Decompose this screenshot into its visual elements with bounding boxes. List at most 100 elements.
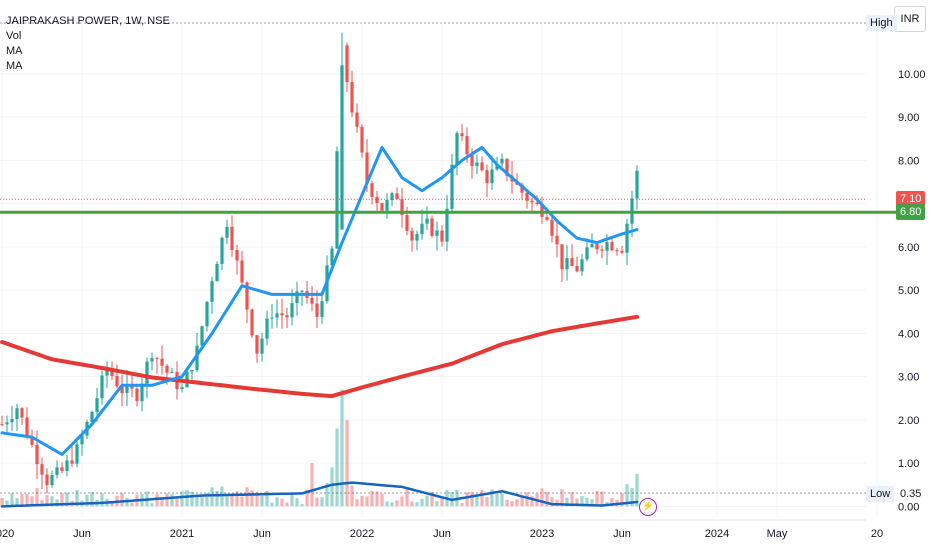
y-tick-label: 6.00 xyxy=(898,242,919,254)
candle-body xyxy=(550,219,554,236)
candle-body xyxy=(370,183,374,197)
candle-body xyxy=(150,358,154,362)
volume-bar xyxy=(620,492,624,507)
volume-bar xyxy=(130,502,134,507)
candle-body xyxy=(400,199,404,216)
lightning-event-icon[interactable]: ⚡ xyxy=(639,498,657,516)
volume-bar xyxy=(160,496,164,507)
candle-body xyxy=(335,151,339,249)
candle-body xyxy=(5,422,9,425)
y-tick-label: 10.00 xyxy=(898,69,926,81)
candle-body xyxy=(295,291,299,304)
candle-body xyxy=(105,368,109,376)
volume-bar xyxy=(315,497,319,507)
y-tick-label: 4.00 xyxy=(898,328,919,340)
volume-bar xyxy=(295,498,299,507)
volume-bar xyxy=(195,495,199,507)
candle-body xyxy=(315,303,319,317)
candle-body xyxy=(460,133,464,137)
candle-body xyxy=(520,184,524,193)
volume-indicator-label[interactable]: Vol xyxy=(6,30,22,42)
volume-bar xyxy=(200,495,204,507)
low-value: 0.35 xyxy=(900,488,922,500)
volume-bar xyxy=(345,419,349,507)
candle-body xyxy=(205,301,209,327)
candle-body xyxy=(120,386,124,394)
volume-bar xyxy=(420,498,424,507)
candle-body xyxy=(260,338,264,354)
x-tick-label: 20 xyxy=(871,528,883,540)
x-tick-label: 2020 xyxy=(0,528,14,540)
candle-body xyxy=(265,318,269,339)
candle-body xyxy=(440,230,444,242)
volume-bar xyxy=(150,503,154,507)
axes: 10.009.008.007.006.005.004.003.002.001.0… xyxy=(0,69,926,540)
candle-body xyxy=(350,82,354,113)
candle-body xyxy=(235,249,239,261)
candle-body xyxy=(55,467,59,475)
candle-body xyxy=(275,313,279,318)
volume-bar xyxy=(385,501,389,507)
volume-bar xyxy=(550,497,554,507)
candle-body xyxy=(110,368,114,376)
candle-body xyxy=(240,260,244,283)
volume-bar xyxy=(45,495,49,507)
horizontal-line-price-badge[interactable]: 6.80 xyxy=(896,204,926,221)
candle-body xyxy=(70,460,74,464)
volume-bar xyxy=(525,492,529,507)
x-tick-label: 2024 xyxy=(705,528,729,540)
volume-bar xyxy=(460,503,464,507)
volume-bar xyxy=(365,496,369,507)
volume-bar xyxy=(275,497,279,507)
candle-body xyxy=(35,444,39,465)
volume-bar xyxy=(40,500,44,507)
candle-body xyxy=(455,133,459,165)
candle-body xyxy=(60,467,64,472)
volume-bar xyxy=(500,493,504,507)
candle-body xyxy=(490,169,494,184)
ma-indicator-label-1[interactable]: MA xyxy=(6,45,23,57)
volume-bar xyxy=(55,499,59,507)
candle-body xyxy=(200,326,204,346)
candle-body xyxy=(545,216,549,220)
candles xyxy=(0,32,639,494)
volume-bar xyxy=(600,491,604,507)
candle-body xyxy=(425,218,429,224)
candle-body xyxy=(615,250,619,252)
candle-body xyxy=(345,45,349,83)
volume-bar xyxy=(280,498,284,507)
volume-bar xyxy=(530,496,534,507)
candle-body xyxy=(595,244,599,250)
x-tick-label: 2021 xyxy=(170,528,194,540)
volume-bar xyxy=(20,493,24,507)
candle-body xyxy=(310,297,314,304)
volume-bar xyxy=(405,487,409,507)
volume-bar xyxy=(430,491,434,507)
candle-body xyxy=(285,315,289,318)
ma-indicator-label-2[interactable]: MA xyxy=(6,60,23,72)
volume-bars xyxy=(0,389,639,507)
candle-body xyxy=(45,474,49,486)
candle-body xyxy=(290,303,294,318)
y-tick-label: 5.00 xyxy=(898,285,919,297)
volume-bar xyxy=(625,484,629,507)
grid xyxy=(0,22,878,515)
volume-bar xyxy=(630,488,634,507)
volume-bar xyxy=(475,494,479,507)
candle-body xyxy=(445,208,449,242)
volume-bar xyxy=(85,494,89,507)
candle-body xyxy=(625,223,629,253)
candle-body xyxy=(100,375,104,399)
symbol-title[interactable]: JAIPRAKASH POWER, 1W, NSE xyxy=(6,15,170,27)
volume-bar xyxy=(410,501,414,507)
candle-body xyxy=(390,193,394,200)
x-tick-label: May xyxy=(767,528,788,540)
volume-bar xyxy=(440,498,444,507)
candle-body xyxy=(65,460,69,472)
currency-selector[interactable]: INR xyxy=(894,6,926,32)
x-tick-label: Jun xyxy=(73,528,91,540)
candle-body xyxy=(375,196,379,204)
candle-body xyxy=(250,309,254,336)
volume-bar xyxy=(590,499,594,507)
